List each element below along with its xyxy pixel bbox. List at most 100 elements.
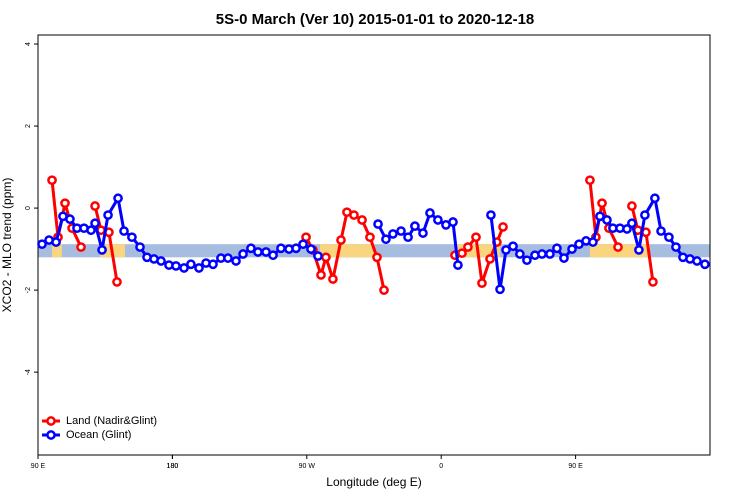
data-point xyxy=(97,245,107,255)
data-point xyxy=(60,198,70,209)
data-point xyxy=(388,229,398,239)
data-point xyxy=(597,198,607,209)
data-point xyxy=(47,175,57,186)
data-point xyxy=(291,243,301,254)
data-point xyxy=(135,242,145,252)
data-point xyxy=(418,228,428,238)
data-point xyxy=(477,278,487,288)
data-point xyxy=(457,248,467,259)
y-tick-label: 2 xyxy=(25,124,32,128)
data-point xyxy=(634,245,644,255)
data-point xyxy=(396,226,406,236)
data-point xyxy=(186,259,196,270)
data-point xyxy=(595,211,605,222)
data-point xyxy=(171,261,181,271)
chart-title: 5S-0 March (Ver 10) 2015-01-01 to 2020-1… xyxy=(216,11,535,28)
data-point xyxy=(648,277,658,287)
data-point xyxy=(328,274,338,284)
data-point xyxy=(179,263,189,273)
data-point xyxy=(425,208,435,218)
series-line xyxy=(50,180,655,291)
data-point xyxy=(515,249,525,259)
x-tick-label: 90 E xyxy=(568,463,583,470)
data-point xyxy=(246,243,256,254)
data-point xyxy=(365,232,375,243)
y-tick-label: -4 xyxy=(25,369,32,375)
data-point xyxy=(585,175,595,186)
data-point xyxy=(112,277,122,287)
x-tick-label: 0 xyxy=(439,463,443,470)
data-point xyxy=(298,239,308,250)
data-point xyxy=(90,201,100,211)
data-point xyxy=(671,242,681,252)
data-point xyxy=(349,210,359,220)
data-point xyxy=(119,226,129,236)
data-point xyxy=(602,215,612,225)
data-point xyxy=(321,252,331,263)
data-point xyxy=(253,247,263,257)
highlight-range xyxy=(319,244,376,258)
data-point xyxy=(692,256,702,266)
data-point xyxy=(559,253,569,263)
x-tick-label: 90 E xyxy=(31,463,46,470)
data-point xyxy=(567,244,577,254)
y-axis-label: XCO2 - MLO trend (ppm) xyxy=(0,178,14,313)
data-point xyxy=(231,256,241,266)
data-point xyxy=(103,210,113,220)
data-point xyxy=(463,242,473,252)
data-point xyxy=(208,259,218,270)
data-point xyxy=(86,225,96,236)
data-point xyxy=(306,244,316,254)
data-point xyxy=(238,249,248,259)
x-tick-label: 90 W xyxy=(299,463,316,470)
data-point xyxy=(537,249,547,259)
data-point xyxy=(522,255,532,266)
x-tick-label: 180 xyxy=(167,463,179,470)
data-point xyxy=(379,285,389,295)
data-point xyxy=(156,256,166,266)
data-point xyxy=(65,214,75,225)
x-tick-label: 180 xyxy=(167,463,179,470)
y-tick-label: 4 xyxy=(25,42,32,46)
data-point xyxy=(471,232,481,243)
data-point xyxy=(498,222,508,232)
legend-marker xyxy=(46,430,56,440)
data-point xyxy=(127,232,137,243)
y-tick-label: 0 xyxy=(25,206,32,210)
legend-label: Land (Nadir&Glint) xyxy=(66,415,157,427)
data-point xyxy=(268,250,278,261)
data-point xyxy=(381,234,391,245)
data-point xyxy=(410,221,420,231)
data-point xyxy=(545,249,555,259)
data-point xyxy=(372,252,382,263)
data-point xyxy=(552,243,562,254)
data-point xyxy=(622,224,632,234)
data-point xyxy=(113,193,123,204)
data-point xyxy=(357,215,367,225)
data-point xyxy=(627,218,637,229)
data-point xyxy=(194,263,204,273)
data-point xyxy=(448,217,458,227)
data-point xyxy=(588,237,598,247)
data-point xyxy=(37,239,47,250)
data-point xyxy=(650,193,660,204)
data-point xyxy=(486,210,496,220)
data-point xyxy=(223,253,233,263)
data-point xyxy=(90,218,100,229)
data-point xyxy=(76,242,86,252)
legend-marker xyxy=(46,416,56,426)
data-point xyxy=(316,270,326,280)
data-point xyxy=(508,241,518,252)
data-point xyxy=(627,201,637,211)
data-point xyxy=(485,254,495,264)
data-point xyxy=(613,242,623,252)
data-point xyxy=(700,259,710,270)
data-point xyxy=(453,260,463,270)
data-point xyxy=(640,210,650,220)
y-tick-label: -2 xyxy=(25,287,32,293)
data-point xyxy=(373,219,383,229)
data-point xyxy=(501,245,511,255)
legend-label: Ocean (Glint) xyxy=(66,429,131,441)
data-point xyxy=(51,237,61,247)
